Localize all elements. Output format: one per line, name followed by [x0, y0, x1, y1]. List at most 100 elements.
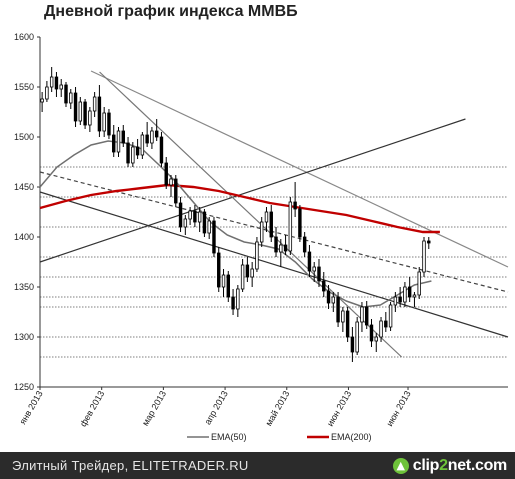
candle-down — [193, 210, 197, 223]
candle-down — [283, 244, 288, 252]
y-tick-label: 1500 — [14, 132, 34, 142]
candle-down — [164, 162, 168, 186]
candle-down — [121, 130, 125, 144]
candle-up — [255, 241, 259, 270]
candle-down — [398, 296, 402, 303]
y-tick-label: 1350 — [14, 282, 34, 292]
candle-down — [112, 134, 116, 153]
candle-down — [245, 264, 250, 278]
candle-down — [135, 146, 140, 156]
candle-up — [88, 110, 92, 126]
candle-down — [307, 251, 312, 272]
candle-up — [188, 210, 192, 220]
brand-logo: ▲ clip2net.com — [392, 456, 508, 475]
brand-part-2: 2 — [439, 456, 448, 474]
trend-line — [39, 118, 466, 263]
candle-up — [49, 76, 54, 88]
candle-up — [183, 218, 188, 228]
y-tick-label: 1600 — [14, 32, 34, 42]
candle-down — [384, 320, 388, 328]
candle-down — [298, 208, 302, 238]
candle-up — [45, 86, 49, 100]
candle-down — [427, 240, 431, 244]
footer-caption: Элитный Трейдер, ELITETRADER.RU — [12, 458, 249, 473]
candle-up — [279, 244, 283, 253]
candle-up — [393, 296, 398, 306]
candle-up — [312, 266, 316, 272]
candle-up — [69, 92, 73, 104]
candle-down — [231, 296, 235, 310]
legend-label: EMA(50) — [211, 432, 247, 442]
trend-line — [99, 71, 403, 358]
candle-up — [131, 146, 135, 164]
candle-up — [221, 274, 226, 288]
candle-up — [388, 304, 393, 328]
candle-down — [326, 290, 331, 304]
y-tick-label: 1250 — [14, 382, 34, 392]
candle-up — [417, 271, 421, 296]
candle-up — [264, 211, 269, 223]
candle-down — [97, 96, 102, 132]
candle-down — [302, 236, 307, 253]
candle-up — [355, 321, 359, 353]
candle-up — [331, 296, 336, 304]
candle-up — [150, 130, 154, 144]
candle-down — [350, 336, 355, 353]
chart-title: Дневной график индекса ММВБ — [44, 3, 298, 20]
footer-bar: Элитный Трейдер, ELITETRADER.RU ▲ clip2n… — [0, 452, 515, 479]
candle-down — [212, 220, 216, 254]
candle-up — [422, 240, 426, 273]
candle-up — [403, 286, 407, 303]
candle-down — [322, 280, 326, 292]
brand-part-com: .com — [470, 456, 507, 474]
candle-down — [159, 136, 164, 164]
trend-line — [90, 70, 509, 268]
x-tick-label: янв 2013 — [17, 389, 44, 426]
candle-down — [336, 296, 340, 323]
candle-down — [217, 252, 221, 288]
trend-line — [39, 191, 509, 338]
candle-down — [274, 236, 278, 253]
candle-up — [102, 112, 106, 132]
x-tick-label: июн 2013 — [384, 389, 412, 428]
brand-text: clip2net.com — [412, 456, 508, 475]
candle-up — [288, 201, 293, 252]
candle-up — [379, 320, 383, 338]
candle-up — [236, 288, 240, 310]
chart-svg: Дневной график индекса ММВБ 1250 1300 1350 1… — [14, 3, 509, 442]
candle-down — [317, 266, 321, 282]
candle-up — [169, 178, 173, 186]
candle-up — [140, 134, 145, 156]
candle-up — [374, 336, 378, 342]
y-tick-label: 1550 — [14, 82, 34, 92]
candle-down — [269, 211, 273, 238]
x-tick-label: мар 2013 — [140, 389, 168, 428]
x-tick-label: фев 2013 — [78, 389, 107, 428]
candle-down — [365, 306, 369, 326]
x-tick-label: май 2013 — [263, 389, 291, 428]
candle-down — [73, 92, 78, 122]
legend-label: EMA(200) — [331, 432, 372, 442]
candle-up — [360, 306, 364, 323]
candle-up — [92, 96, 97, 112]
brand-part-clip: clip — [412, 456, 440, 474]
candle-up — [250, 268, 254, 278]
candle-up — [259, 221, 264, 243]
ema200-line — [39, 183, 440, 234]
candle-down — [145, 134, 149, 144]
candle-up — [116, 130, 121, 153]
candle-up — [207, 220, 211, 234]
candle-up — [240, 264, 245, 290]
brand-part-net: net — [447, 456, 471, 474]
candle-down — [174, 178, 178, 204]
y-tick-label: 1400 — [14, 232, 34, 242]
y-tick-label: 1300 — [14, 332, 34, 342]
x-tick-label: июн 2013 — [325, 389, 353, 428]
candle-down — [64, 84, 68, 104]
x-tick-label: апр 2013 — [202, 389, 229, 426]
candle-up — [412, 294, 417, 298]
candle-down — [178, 202, 183, 228]
candle-down — [126, 142, 130, 164]
candle-up — [40, 98, 44, 103]
chart-area: Дневной график индекса ММВБ 1250 1300 1350 1… — [14, 3, 509, 442]
